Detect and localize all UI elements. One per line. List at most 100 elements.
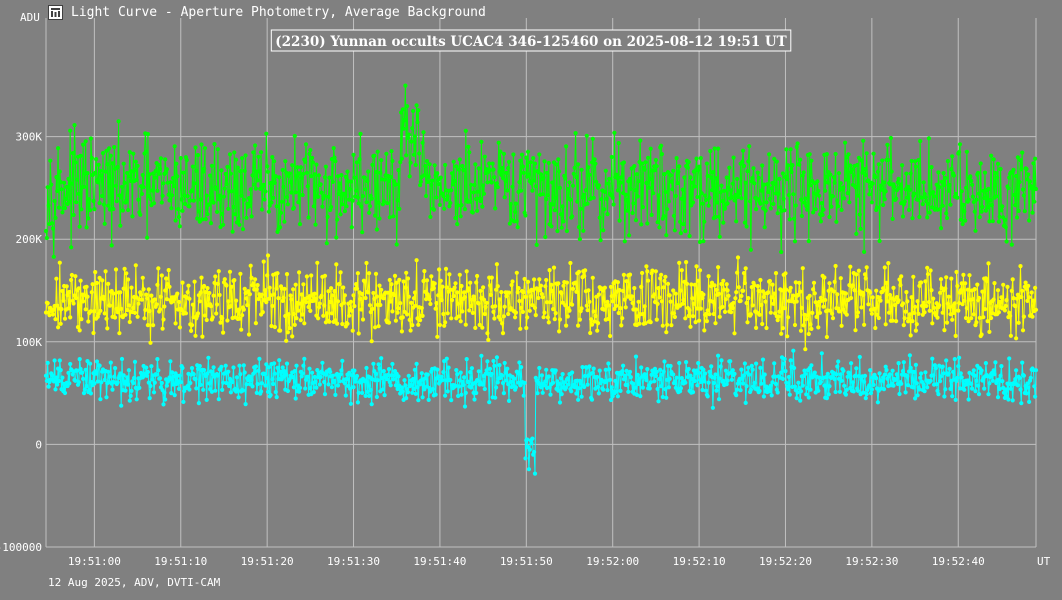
data-point	[839, 323, 844, 328]
data-point	[135, 163, 140, 168]
data-point	[955, 283, 960, 289]
data-point	[789, 169, 794, 175]
data-point	[754, 196, 760, 201]
data-point	[1006, 397, 1011, 402]
data-point	[360, 390, 365, 395]
data-point	[1002, 217, 1008, 222]
data-point	[781, 196, 786, 201]
data-point	[419, 305, 424, 311]
data-point	[314, 162, 319, 167]
data-point	[290, 163, 295, 168]
data-point	[127, 319, 132, 325]
data-point	[475, 208, 480, 213]
data-point	[548, 300, 553, 305]
data-point	[352, 304, 357, 309]
data-point	[715, 384, 720, 389]
data-point	[912, 191, 917, 196]
data-point	[94, 359, 100, 364]
data-point	[224, 380, 229, 386]
data-point	[157, 376, 163, 381]
data-point	[482, 386, 487, 392]
data-point	[654, 164, 659, 169]
data-point	[207, 290, 212, 296]
data-point	[695, 194, 700, 200]
data-point	[680, 301, 685, 306]
data-point	[720, 304, 725, 309]
data-point	[453, 215, 458, 221]
data-point	[854, 366, 859, 371]
data-point	[741, 163, 747, 169]
data-point	[145, 296, 150, 301]
data-point	[491, 167, 496, 172]
data-point	[164, 167, 169, 172]
x-tick-label: 19:51:20	[241, 555, 294, 568]
data-point	[417, 151, 422, 156]
data-point	[1019, 401, 1024, 406]
data-point	[960, 302, 965, 307]
data-point	[1008, 313, 1013, 318]
data-point	[161, 402, 166, 407]
data-point	[853, 328, 858, 333]
data-point	[66, 370, 71, 375]
light-curve-app-icon[interactable]	[48, 4, 63, 20]
data-point	[407, 317, 412, 322]
data-point	[717, 376, 722, 381]
data-point	[103, 169, 108, 174]
data-point	[674, 156, 679, 161]
data-point	[723, 368, 729, 373]
data-point	[53, 387, 58, 392]
data-point	[390, 309, 395, 314]
data-point	[405, 312, 410, 317]
data-point	[227, 269, 233, 274]
data-point	[518, 158, 523, 163]
data-point	[689, 282, 694, 287]
data-point	[874, 312, 880, 317]
data-point	[639, 222, 644, 227]
data-point	[460, 309, 465, 314]
data-point	[759, 381, 764, 386]
data-point	[324, 311, 329, 316]
data-point	[428, 301, 433, 307]
data-point	[835, 292, 840, 297]
data-point	[237, 363, 242, 368]
data-point	[544, 300, 550, 305]
data-point	[800, 173, 805, 178]
data-point	[549, 282, 554, 287]
data-point	[94, 157, 99, 162]
data-point	[411, 376, 416, 382]
data-point	[459, 203, 464, 208]
data-point	[329, 385, 334, 390]
data-point	[297, 301, 303, 306]
data-point	[792, 384, 798, 389]
data-point	[97, 201, 102, 206]
data-point	[714, 388, 719, 393]
data-point	[1007, 175, 1012, 180]
data-point	[311, 204, 316, 209]
data-point	[139, 191, 144, 196]
data-point	[606, 181, 611, 186]
data-point	[406, 294, 411, 299]
data-point	[239, 327, 244, 332]
data-point	[752, 283, 757, 288]
data-point	[433, 392, 438, 397]
data-point	[892, 297, 897, 302]
data-point	[412, 290, 417, 295]
data-point	[409, 139, 414, 144]
data-point	[871, 382, 876, 387]
data-point	[46, 384, 51, 389]
data-point	[366, 290, 371, 295]
data-point	[60, 210, 65, 215]
data-point	[410, 126, 415, 131]
data-point	[842, 383, 847, 388]
data-point	[193, 145, 198, 150]
data-point	[98, 397, 103, 402]
data-point	[189, 323, 195, 328]
data-point	[899, 274, 904, 279]
data-point	[232, 278, 237, 283]
data-point	[956, 364, 961, 369]
data-point	[799, 305, 805, 310]
data-point	[705, 394, 710, 399]
data-point	[593, 161, 598, 166]
data-point	[906, 316, 912, 321]
data-point	[126, 277, 131, 282]
